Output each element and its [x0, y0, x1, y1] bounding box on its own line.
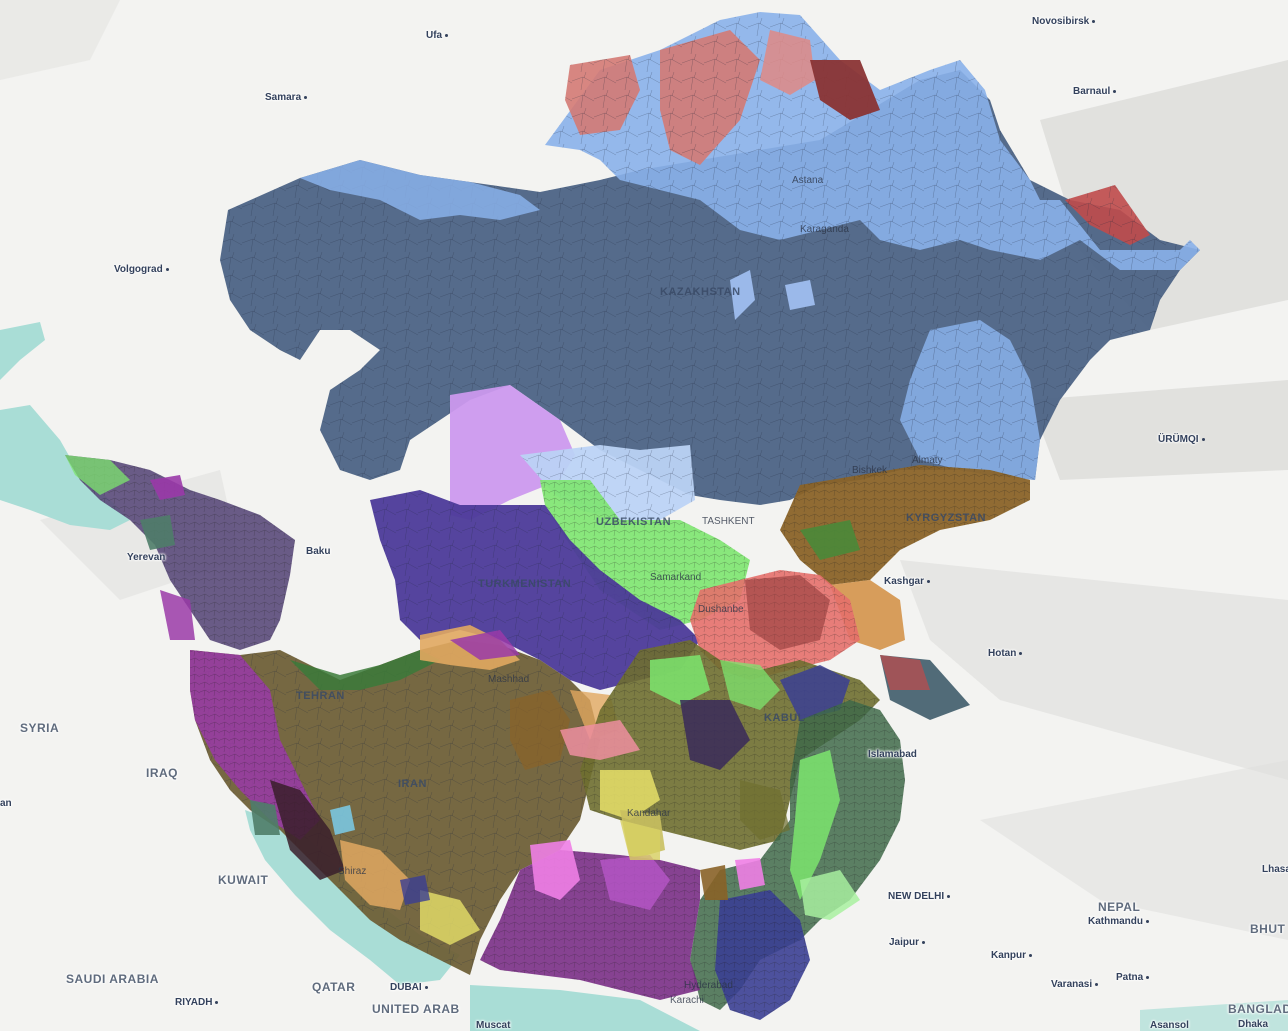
label-samara: Samara [265, 92, 308, 103]
region-turkmenistan[interactable] [370, 490, 700, 690]
sea-of-azov [0, 322, 45, 380]
region-iran[interactable] [190, 625, 620, 975]
label-shiraz: Shiraz [338, 866, 367, 877]
label-kathmandu: Kathmandu [1088, 916, 1149, 927]
label-urumqi: ÜRÜMQI [1158, 434, 1205, 445]
label-hyderabad: Hyderabad [684, 980, 733, 991]
region-caucasus[interactable] [65, 455, 295, 650]
label-jaipur: Jaipur [889, 937, 926, 948]
label-bishkek: Bishkek [852, 465, 888, 476]
label-iraq: IRAQ [146, 766, 178, 780]
label-mashhad: Mashhad [488, 674, 530, 685]
black-sea [0, 405, 130, 530]
label-varanasi: Varanasi [1051, 979, 1099, 990]
region-pakistan[interactable] [690, 700, 905, 1020]
label-patna: Patna [1116, 972, 1150, 983]
label-turkmenistan: TURKMENISTAN [478, 578, 572, 590]
label-barnaul: Barnaul [1073, 86, 1117, 97]
label-dhaka: Dhaka [1238, 1019, 1269, 1030]
label-yerevan: Yerevan [127, 552, 166, 563]
gulf-of-oman [470, 985, 700, 1031]
label-kabul: KABUL [764, 712, 805, 724]
label-volgograd: Volgograd [114, 264, 169, 275]
label-lhasa: Lhasa [1262, 864, 1288, 875]
label-tashkent: TASHKENT [702, 516, 755, 527]
label-kashgar: Kashgar [884, 576, 931, 587]
label-uzbekistan: UZBEKISTAN [596, 516, 672, 528]
label-almaty: Almaty [912, 455, 943, 466]
label-united-arab: UNITED ARAB [372, 1002, 460, 1016]
label-tehran: TEHRAN [296, 690, 345, 702]
label-hotan: Hotan [988, 648, 1023, 659]
label-bhutan: BHUT [1250, 922, 1286, 936]
label-asansol: Asansol [1150, 1020, 1189, 1031]
label-nepal: NEPAL [1098, 900, 1141, 914]
label-kazakhstan: KAZAKHSTAN [660, 286, 741, 298]
label-astana: Astana [792, 175, 824, 186]
label-syria: SYRIA [20, 721, 60, 735]
label-ufa: Ufa [426, 30, 449, 41]
bay-of-bengal-edge [1140, 1000, 1288, 1031]
label-iran: IRAN [398, 778, 427, 790]
label-kyrgyzstan: KYRGYZSTAN [906, 512, 986, 524]
region-tajikistan[interactable] [690, 570, 970, 720]
label-muscat: Muscat [476, 1020, 511, 1031]
label-bangladesh: BANGLAD [1228, 1002, 1288, 1016]
label-kanpur: Kanpur [991, 950, 1032, 961]
label-karaganda: Karaganda [800, 224, 849, 235]
label-dushanbe: Dushanbe [698, 604, 744, 615]
label-new-delhi: NEW DELHI [888, 891, 951, 902]
label-riyadh: RIYADH [175, 997, 219, 1008]
region-kyrgyzstan[interactable] [780, 465, 1030, 650]
label-saudi-arabia: SAUDI ARABIA [66, 972, 159, 986]
label-baku: Baku [306, 546, 331, 557]
label-kandahar: Kandahar [627, 808, 671, 819]
label-karachi: Karachi [670, 995, 704, 1006]
region-uzbekistan[interactable] [450, 385, 750, 630]
region-balochistan[interactable] [480, 820, 700, 1000]
label-amman-edge: an [0, 798, 12, 809]
label-islamabad: Islamabad [868, 749, 917, 760]
label-kuwait: KUWAIT [218, 873, 269, 887]
label-qatar: QATAR [312, 980, 356, 994]
region-afghanistan[interactable] [560, 640, 880, 860]
label-dubai: DUBAI [390, 982, 428, 993]
label-samarkand: Samarkand [650, 572, 702, 583]
label-novosibirsk: Novosibirsk [1032, 16, 1096, 27]
